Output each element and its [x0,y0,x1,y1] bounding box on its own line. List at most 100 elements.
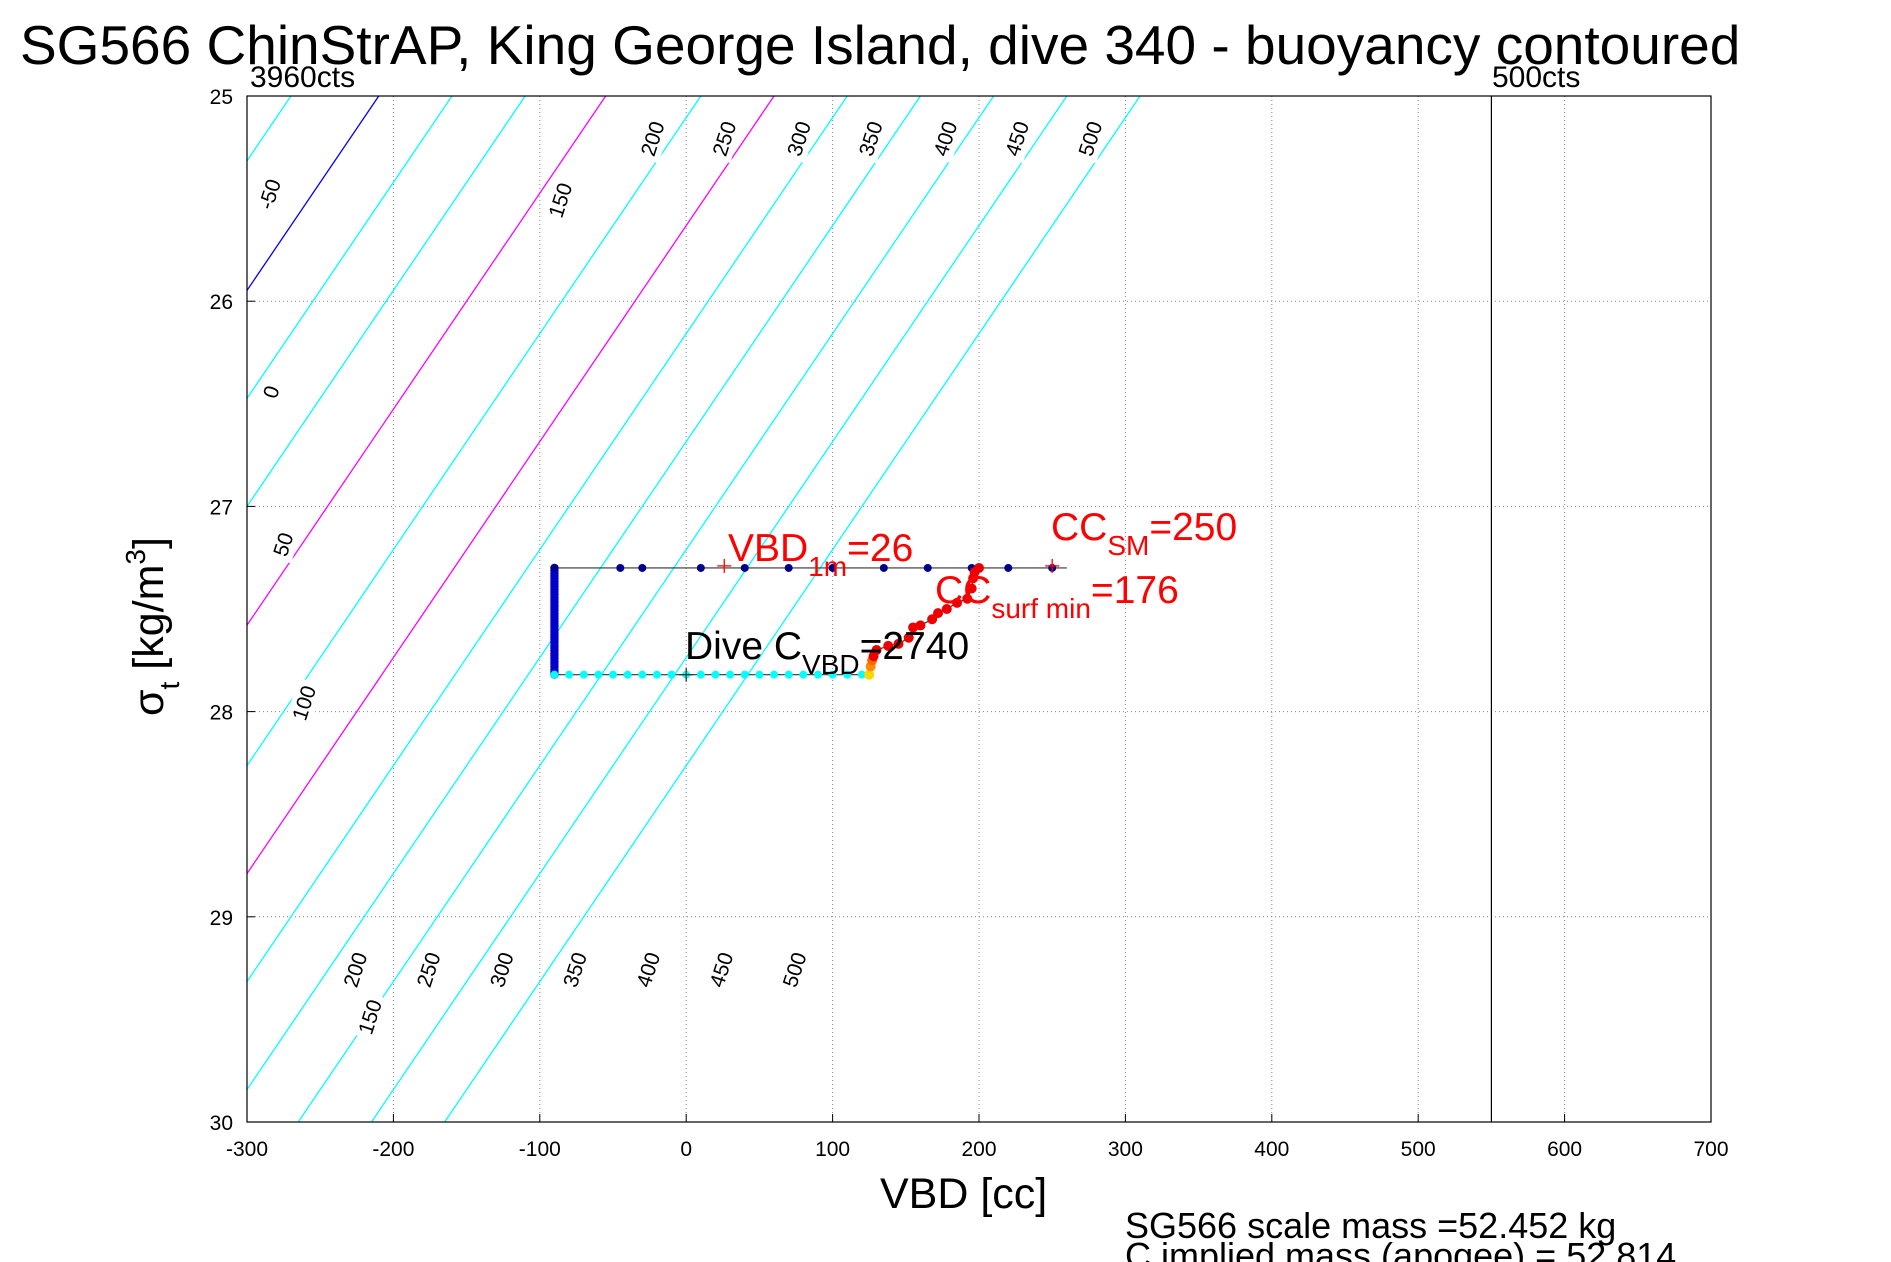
contour-line [247,96,453,400]
contour-label-bg [285,677,324,728]
climb-point [962,593,973,604]
surface-point [828,563,837,572]
dive-c-vbd-annotation: Dive CVBD=2740 [685,625,969,680]
bottom-point [565,670,574,679]
contour-label-bg [251,166,290,217]
climb-point [952,597,963,608]
contour-label-bg [702,944,741,995]
dive-series [550,558,1067,682]
scale-mass-text: SG566 scale mass =52.452 kg [1125,1205,1616,1246]
x-axis-label: VBD [cc] [880,1170,1047,1218]
y-axis-label: σt [kg/m3] [120,537,185,716]
bottom-point [784,670,793,679]
surface-point [784,563,793,572]
contour-label-bg [482,944,522,995]
contour-line [247,96,848,983]
surface-point [696,563,705,572]
contour-line [444,96,1141,1122]
climb-point [893,638,904,649]
contour-label-bg [1071,113,1110,164]
buoyancy-contours [247,96,1141,1122]
bottom-point [755,670,764,679]
contour-line [247,96,526,508]
surface-point [1004,563,1013,572]
y-tick-labels: 25 26 27 28 29 30 [210,86,255,1135]
climb-point [871,645,882,656]
contour-label-group: 0 [256,378,287,406]
contour-label-bg [256,378,287,406]
y-tick-label: 29 [210,907,233,930]
contour-label-group: -50 [251,166,290,217]
contour-line [247,96,702,767]
contour-line [247,96,921,1091]
x-tick-label: -100 [519,1138,561,1161]
chart-title: SG566 ChinStrAP, King George Island, div… [20,14,1740,76]
x-tick-label: 200 [961,1138,996,1161]
x-tick-label: 600 [1547,1138,1582,1161]
bottom-point [667,670,676,679]
bottom-point [579,670,588,679]
bottom-point [857,670,866,679]
contour-label-bg [556,944,595,995]
x-tick-label: 100 [815,1138,850,1161]
x-tick-labels: -300 -200 -100 0 100 200 300 400 500 600 700 [226,1114,1729,1161]
y-tick-label: 27 [210,496,233,519]
contour-label-bg [851,113,891,164]
contour-label-bg [409,944,449,995]
bottom-point [843,670,852,679]
contour-label-bg [266,524,301,564]
x-tick-label: -200 [372,1138,414,1161]
contour-line [297,96,995,1122]
bottom-point [799,670,808,679]
climb-point [903,632,914,643]
bottom-point [609,670,617,679]
bottom-point [740,670,749,679]
left-cts-label: 3960cts [250,61,355,94]
contour-label-bg [775,944,815,995]
contour-label-bg [780,113,819,164]
bottom-point [726,670,735,679]
contour-label-bg [351,991,390,1042]
contour-label-group: 50 [266,524,301,564]
contour-line [370,96,1068,1122]
x-tick-label: 500 [1401,1138,1436,1161]
x-tick-label: 300 [1108,1138,1143,1161]
bottom-point [638,670,647,679]
bottom-point [594,670,603,679]
x-tick-label: 0 [680,1138,692,1161]
bottom-point [652,670,661,679]
climb-point [915,620,926,631]
x-tick-label: 700 [1693,1138,1728,1161]
climb-point [966,583,977,594]
y-tick-label: 26 [210,291,233,314]
contour-label-group: 300 [482,944,522,995]
contour-label-bg [998,113,1037,164]
y-tick-label: 25 [210,86,233,109]
contour-label-bg [541,174,580,225]
bottom-point [696,670,705,679]
vbd-1m-annotation: VBD1m=26 [728,527,913,582]
contour-label-bg [629,944,668,995]
contour-label-group: 400 [926,113,965,164]
contour-label-bg [705,113,744,164]
climb-point [933,608,944,619]
climb-start-point [864,669,875,680]
contour-line [247,96,607,627]
cc-sm-annotation: CCSM=250 [1051,506,1237,561]
bottom-point [550,670,559,679]
x-tick-label: -300 [226,1138,268,1161]
bottom-point [828,670,837,679]
surface-point [550,563,559,572]
contour-label-bg [633,113,673,164]
surface-point [638,563,647,572]
contour-label-bg [926,113,965,164]
climb-point [883,640,894,651]
y-tick-label: 28 [210,702,233,725]
y-tick-label: 30 [210,1112,233,1135]
contour-line [247,96,775,875]
bottom-point [770,670,779,679]
bottom-point [813,670,822,679]
climb-point [941,604,952,614]
